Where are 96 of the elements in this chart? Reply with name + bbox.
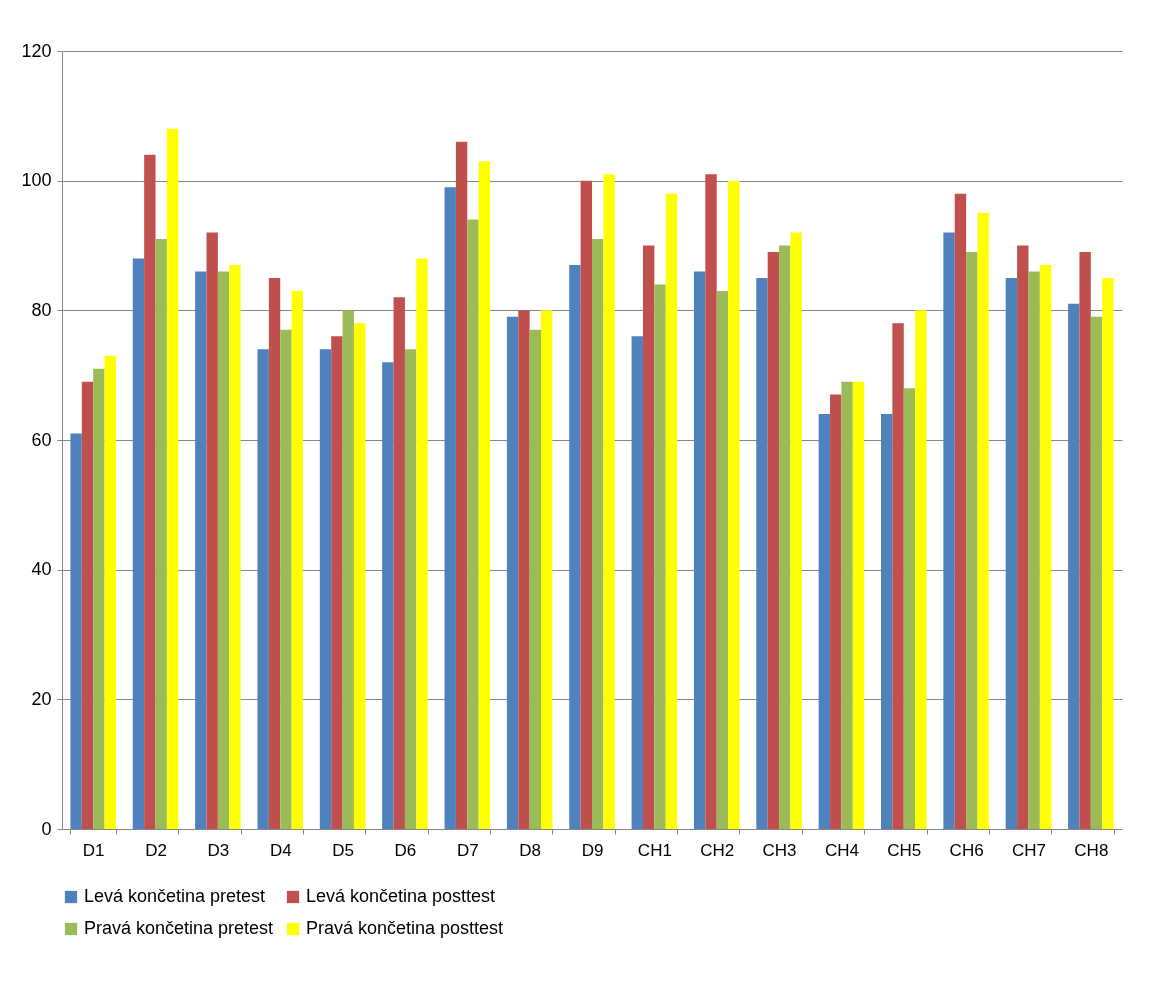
- bar: [404, 349, 417, 829]
- bar: [790, 232, 802, 829]
- bar: [603, 174, 615, 829]
- bar: [166, 128, 179, 829]
- legend-label: Pravá končetina pretest: [84, 918, 274, 938]
- bar: [580, 180, 592, 829]
- bar: [1028, 271, 1040, 829]
- bar: [665, 193, 678, 829]
- bar: [716, 290, 729, 829]
- bar: [467, 219, 479, 829]
- x-tick-label: CH5: [887, 840, 922, 860]
- bar: [195, 271, 207, 829]
- x-tick-label: D2: [145, 840, 167, 860]
- bar: [268, 277, 281, 829]
- bar: [444, 187, 456, 829]
- bar: [331, 336, 343, 829]
- bar: [1090, 316, 1103, 829]
- bar: [353, 323, 366, 829]
- legend-label: Pravá končetina posttest: [306, 918, 504, 938]
- x-tick-label: D3: [207, 840, 230, 860]
- bar: [977, 213, 989, 829]
- bar: [455, 141, 468, 829]
- bar: [132, 258, 145, 829]
- bar: [93, 368, 105, 829]
- bar: [257, 349, 269, 829]
- bar: [954, 193, 967, 829]
- bar: [217, 271, 230, 829]
- bar: [1102, 277, 1114, 829]
- bar: [767, 251, 780, 829]
- y-tick-label: 40: [31, 559, 52, 580]
- bar: [642, 245, 655, 829]
- bar: [529, 329, 542, 829]
- bar: [382, 362, 394, 829]
- bar: [915, 310, 927, 829]
- bar: [818, 414, 831, 829]
- bar: [229, 264, 241, 829]
- y-tick-label: 60: [31, 429, 52, 450]
- bar: [70, 433, 82, 829]
- bar: [478, 161, 491, 829]
- bar: [206, 232, 218, 829]
- bar: [506, 316, 519, 829]
- bar: [654, 284, 666, 829]
- legend-label: Levá končetina pretest: [84, 886, 266, 906]
- bar: [592, 239, 604, 829]
- x-tick-label: D4: [269, 840, 292, 860]
- legend-label: Levá končetina posttest: [306, 886, 496, 906]
- bar: [569, 264, 581, 829]
- x-tick-label: D8: [519, 840, 542, 860]
- x-tick-label: CH8: [1074, 840, 1109, 860]
- x-tick-label: D7: [456, 840, 479, 860]
- bar: [518, 310, 530, 829]
- x-tick-label: D6: [394, 840, 417, 860]
- bar: [1017, 245, 1029, 829]
- bar: [830, 394, 842, 829]
- y-tick-label: 120: [21, 40, 52, 61]
- bar: [541, 310, 553, 829]
- bar: [756, 277, 768, 829]
- bar: [1068, 303, 1080, 829]
- bar: [705, 174, 717, 829]
- bar: [728, 180, 740, 829]
- bar: [943, 232, 955, 829]
- bar: [1079, 251, 1091, 829]
- x-tick-label: D1: [82, 840, 105, 860]
- bar: [280, 329, 292, 829]
- bar: [155, 239, 167, 829]
- y-tick-label: 100: [21, 170, 52, 191]
- bar: [852, 381, 865, 829]
- bar: [319, 349, 332, 829]
- x-tick-label: D9: [581, 840, 604, 860]
- bar: [1039, 264, 1052, 829]
- bar: [416, 258, 428, 829]
- bar: [892, 323, 904, 829]
- bar: [841, 381, 853, 829]
- bar: [693, 271, 706, 829]
- bar: [779, 245, 791, 829]
- bar: [144, 154, 156, 829]
- x-tick-label: CH6: [949, 840, 984, 860]
- x-tick-label: CH4: [824, 840, 859, 860]
- bar: [104, 355, 116, 829]
- y-tick-label: 0: [41, 818, 52, 839]
- bar: [966, 251, 978, 829]
- x-tick-label: CH1: [637, 840, 672, 860]
- x-tick-label: CH2: [700, 840, 735, 860]
- y-tick-label: 80: [31, 299, 52, 320]
- x-tick-label: CH7: [1011, 840, 1046, 860]
- bar: [881, 414, 893, 829]
- bar: [393, 297, 405, 829]
- bar: [631, 336, 643, 829]
- bar: [291, 290, 303, 829]
- bar: [903, 388, 916, 829]
- y-tick-label: 20: [31, 688, 52, 709]
- bar: [1005, 277, 1018, 829]
- x-tick-label: CH3: [762, 840, 797, 860]
- bar: [342, 310, 354, 829]
- x-tick-label: D5: [332, 840, 354, 860]
- bar: [81, 381, 94, 829]
